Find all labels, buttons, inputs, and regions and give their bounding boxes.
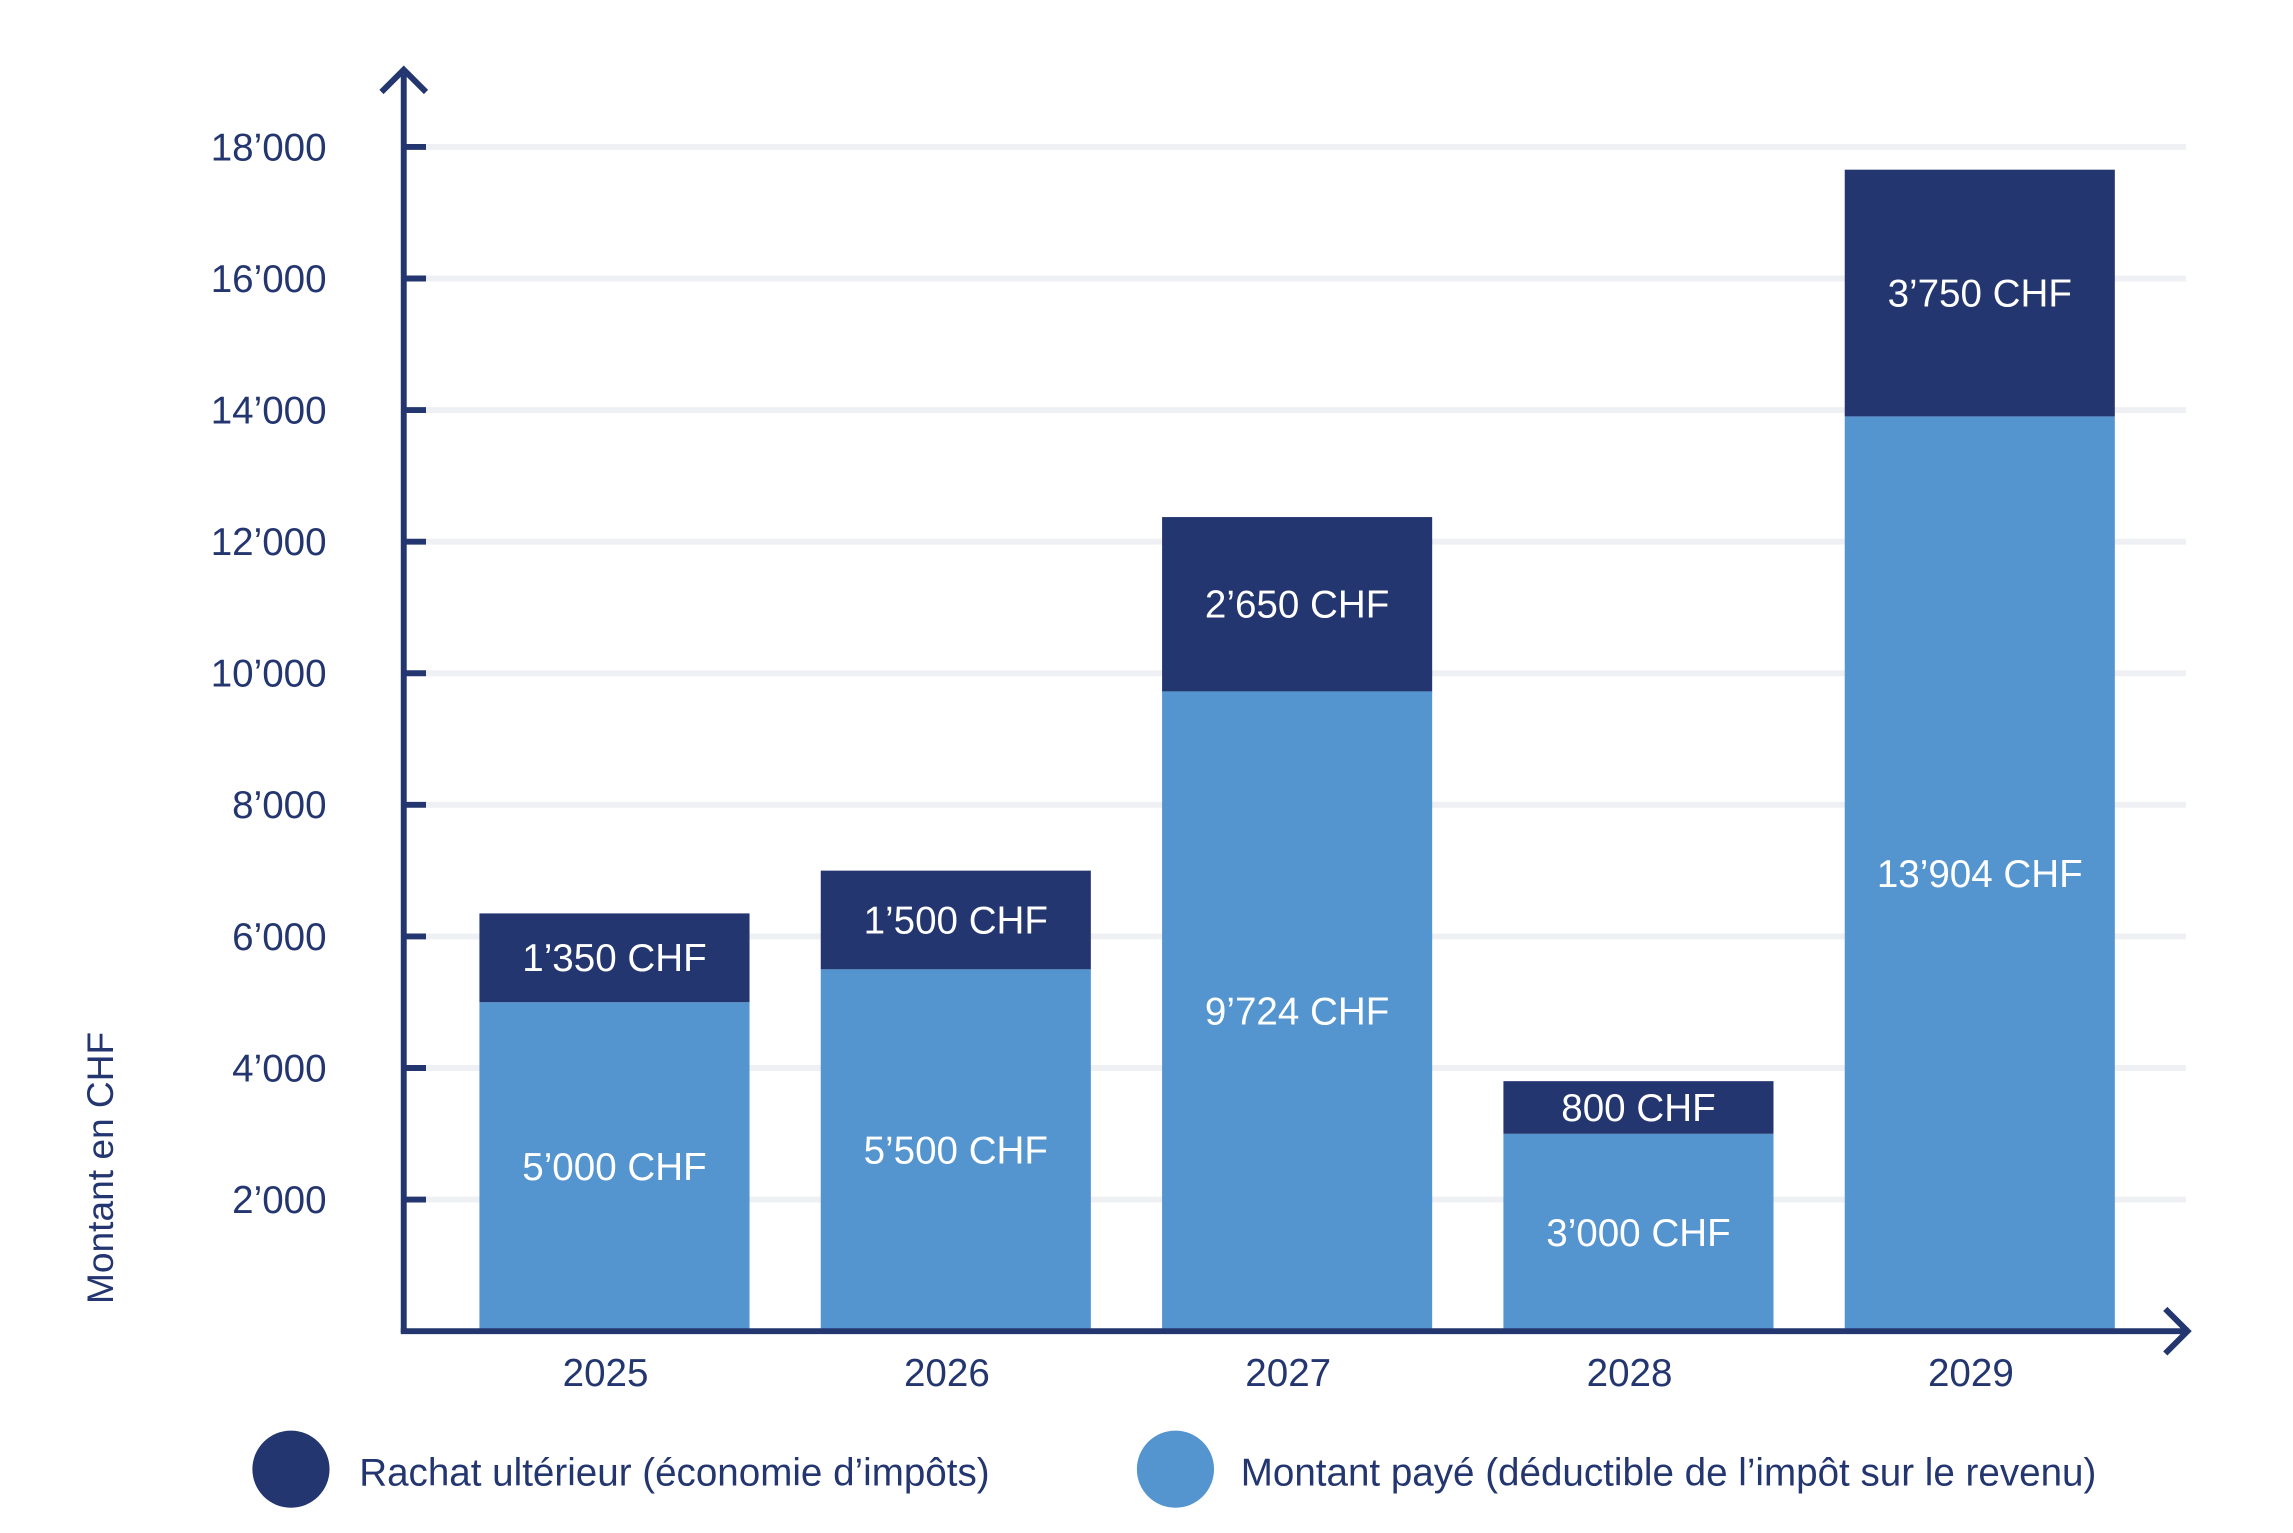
data-label: 3’000 CHF xyxy=(1546,1212,1730,1255)
legend-swatch-rachat xyxy=(252,1430,330,1508)
legend-swatch-montant xyxy=(1136,1430,1215,1508)
y-tick-label: 14’000 xyxy=(211,389,327,432)
bar-montant-paye-2026 xyxy=(820,969,1091,1332)
x-tick-labels: 2025 2026 2027 2028 2029 xyxy=(563,1352,2014,1395)
x-tick-label: 2028 xyxy=(1587,1352,1673,1395)
x-tick-label: 2026 xyxy=(904,1352,990,1395)
data-label: 9’724 CHF xyxy=(1205,991,1389,1034)
legend-label-rachat: Rachat ultérieur (économie d’impôts) xyxy=(359,1452,989,1495)
y-axis-label: Montant en CHF xyxy=(79,1032,121,1304)
data-label: 2’650 CHF xyxy=(1205,584,1389,627)
y-tick-label: 2’000 xyxy=(232,1179,326,1222)
axes xyxy=(379,65,2192,1356)
data-label: 3’750 CHF xyxy=(1888,272,2072,315)
legend-label-montant: Montant payé (déductible de l’impôt sur … xyxy=(1241,1452,2097,1495)
bar-montant-paye-2028 xyxy=(1503,1133,1774,1332)
y-tick-label: 10’000 xyxy=(211,653,327,696)
data-label: 5’500 CHF xyxy=(864,1130,1048,1173)
bar-rachat-2026 xyxy=(820,870,1091,970)
data-label: 1’500 CHF xyxy=(864,899,1048,942)
bar-rachat-2025 xyxy=(479,913,750,1003)
y-tick-label: 12’000 xyxy=(211,521,327,564)
data-label: 800 CHF xyxy=(1561,1087,1715,1130)
x-tick-label: 2025 xyxy=(563,1352,649,1395)
y-axis-arrow-icon xyxy=(379,65,429,95)
data-label: 5’000 CHF xyxy=(522,1146,706,1189)
x-tick-label: 2027 xyxy=(1245,1352,1331,1395)
bar-montant-paye-2025 xyxy=(479,1002,750,1332)
y-tick-label: 18’000 xyxy=(211,126,327,169)
bars: 5’000 CHF 1’350 CHF 5’500 CHF 1’500 CHF 9’72… xyxy=(479,169,2115,1332)
y-tick-label: 16’000 xyxy=(211,258,327,301)
y-tick-labels: 2’000 4’000 6’000 8’000 10’000 12’000 14’000 16… xyxy=(211,126,327,1222)
bar-rachat-2027 xyxy=(1162,517,1433,692)
bar-montant-paye-2027 xyxy=(1162,691,1433,1332)
legend: Rachat ultérieur (économie d’impôts) Mon… xyxy=(252,1430,2097,1508)
x-tick-label: 2029 xyxy=(1928,1352,2014,1395)
x-axis-arrow-icon xyxy=(2163,1306,2192,1356)
bar-rachat-2028 xyxy=(1503,1081,1774,1134)
y-tick-label: 6’000 xyxy=(232,916,326,959)
y-tick-label: 4’000 xyxy=(232,1047,326,1090)
data-label: 1’350 CHF xyxy=(522,937,706,980)
bar-montant-paye-2029 xyxy=(1844,416,2115,1332)
bar-rachat-2029 xyxy=(1844,169,2115,417)
y-tick-label: 8’000 xyxy=(232,784,326,827)
data-label: 13’904 CHF xyxy=(1877,853,2083,896)
